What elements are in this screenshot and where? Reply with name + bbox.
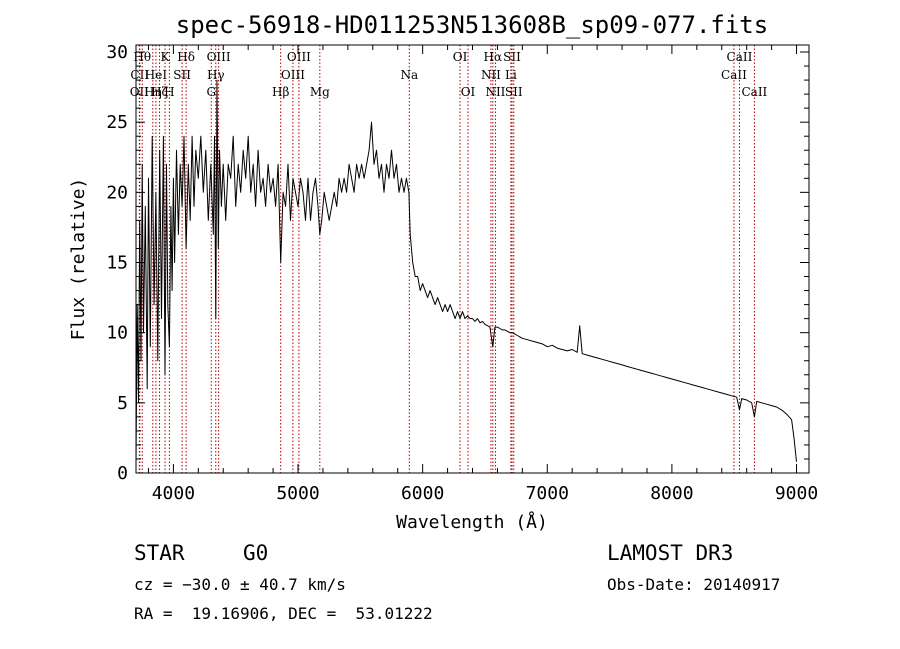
line-label-22: NII bbox=[485, 85, 505, 99]
line-label-16: Mg bbox=[310, 85, 330, 99]
line-label-12: OIII bbox=[207, 50, 231, 64]
emission-line-markers: OIICIIHθHηHeIHζKHSIIHδGHγOIIIHβOIIIOIIIM… bbox=[130, 45, 768, 473]
line-label-28: CaII bbox=[741, 85, 767, 99]
spectrum-series bbox=[135, 79, 797, 467]
y-tick-label-4: 20 bbox=[106, 182, 128, 203]
line-label-10: G bbox=[206, 85, 216, 99]
line-label-5: Hζ bbox=[151, 85, 168, 99]
line-label-24: SII bbox=[503, 50, 521, 64]
spectral-subclass: G0 bbox=[243, 541, 269, 565]
y-tick-label-3: 15 bbox=[106, 253, 128, 274]
y-axis-label: Flux (relative) bbox=[68, 178, 89, 341]
line-label-6: K bbox=[161, 50, 171, 64]
x-tick-label-1: 5000 bbox=[276, 483, 319, 504]
line-label-18: OI bbox=[453, 50, 468, 64]
y-tick-label-0: 0 bbox=[117, 463, 128, 484]
line-label-26: CaII bbox=[721, 68, 747, 82]
x-tick-label-5: 9000 bbox=[775, 483, 818, 504]
x-tick-label-4: 8000 bbox=[650, 483, 693, 504]
x-axis-label: Wavelength (Å) bbox=[396, 511, 548, 533]
series-line-flux bbox=[135, 79, 797, 467]
line-label-21: Hα bbox=[484, 50, 503, 64]
line-label-19: OI bbox=[461, 85, 476, 99]
line-label-17: Na bbox=[400, 68, 418, 82]
line-label-25: SII bbox=[505, 85, 523, 99]
line-label-15: OIII bbox=[287, 50, 311, 64]
line-label-2: Hθ bbox=[133, 50, 151, 64]
line-label-27: CaII bbox=[727, 50, 753, 64]
survey-name: LAMOST DR3 bbox=[607, 541, 734, 565]
line-label-20: NII bbox=[481, 68, 501, 82]
x-axis-ticks: 4000 5000 6000 7000 8000 9000 bbox=[147, 45, 818, 504]
plot-frame bbox=[135, 44, 810, 474]
line-label-4: HeI bbox=[145, 68, 168, 82]
y-tick-label-5: 25 bbox=[106, 112, 128, 133]
line-label-7: H bbox=[164, 85, 174, 99]
object-class: STAR bbox=[134, 541, 185, 565]
y-tick-label-2: 10 bbox=[106, 323, 128, 344]
line-label-9: Hδ bbox=[177, 50, 195, 64]
observation-date: Obs-Date: 20140917 bbox=[607, 575, 781, 594]
line-label-13: Hβ bbox=[272, 85, 289, 99]
line-label-8: SII bbox=[173, 68, 191, 82]
x-tick-label-3: 7000 bbox=[526, 483, 569, 504]
line-label-11: Hγ bbox=[207, 68, 225, 82]
redshift-cz: cz = −30.0 ± 40.7 km/s bbox=[134, 575, 346, 594]
y-tick-label-6: 30 bbox=[106, 42, 128, 63]
x-tick-label-2: 6000 bbox=[401, 483, 444, 504]
line-label-23: Li bbox=[505, 68, 517, 82]
x-tick-label-0: 4000 bbox=[152, 483, 195, 504]
chart-title: spec-56918-HD011253N513608B_sp09-077.fit… bbox=[176, 11, 768, 39]
y-axis-ticks: 0 5 10 15 20 25 30 bbox=[106, 42, 809, 484]
ra-dec-coords: RA = 19.16906, DEC = 53.01222 bbox=[134, 604, 433, 623]
line-label-1: CII bbox=[130, 68, 149, 82]
line-label-14: OIII bbox=[281, 68, 305, 82]
line-label-3: Hη bbox=[144, 85, 162, 99]
y-tick-label-1: 5 bbox=[117, 393, 128, 414]
